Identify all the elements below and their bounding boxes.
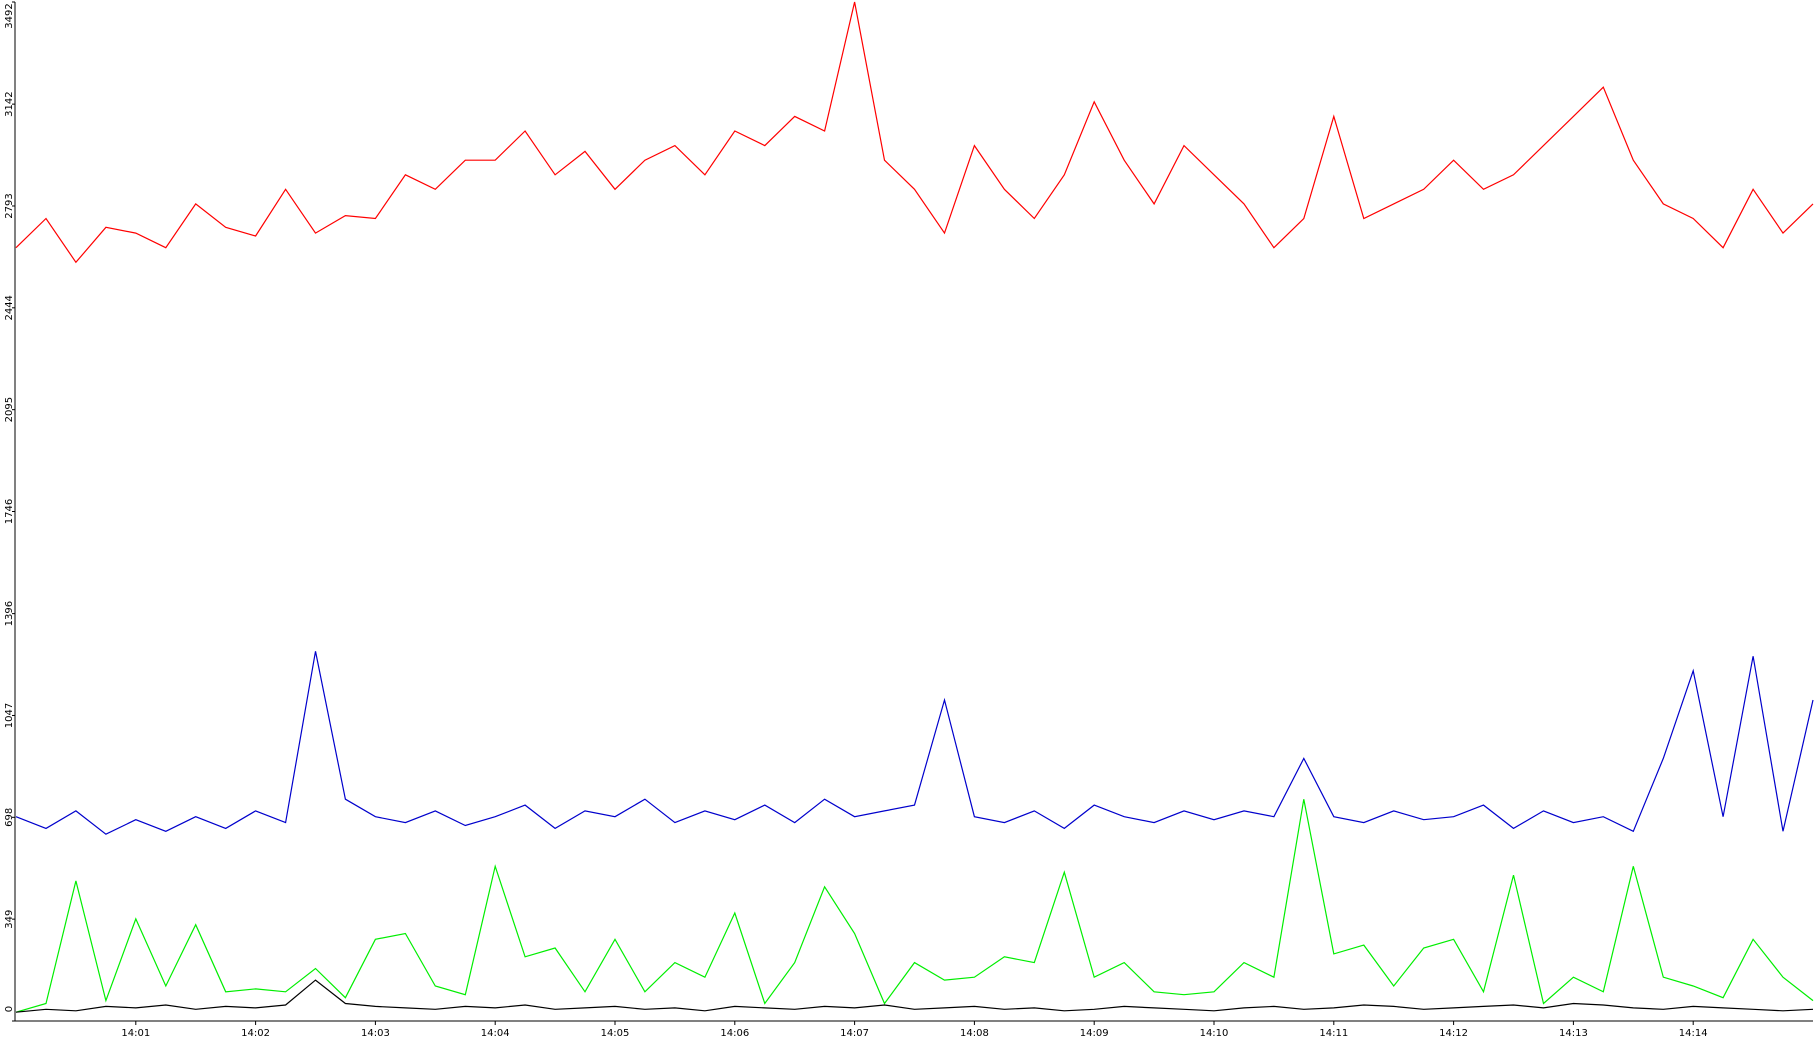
series-line [15, 979, 1814, 1013]
y-tick-label: 2095 [4, 397, 15, 422]
y-tick-label: 1396 [4, 601, 15, 626]
x-tick-label: 14:01 [121, 1028, 150, 1039]
x-tick-label: 14:06 [720, 1028, 749, 1039]
x-tick-label: 14:11 [1319, 1028, 1348, 1039]
y-tick-label: 3492 [4, 3, 15, 28]
x-tick-label: 14:07 [840, 1028, 869, 1039]
y-tick-label: 349 [4, 910, 15, 929]
x-tick-label: 14:08 [960, 1028, 989, 1039]
x-tick-label: 14:14 [1679, 1028, 1708, 1039]
x-tick-label: 14:13 [1559, 1028, 1588, 1039]
y-tick-label: 1746 [4, 499, 15, 524]
y-tick-label: 3142 [4, 91, 15, 116]
y-tick-label: 1047 [4, 703, 15, 728]
x-tick-label: 14:10 [1200, 1028, 1229, 1039]
x-tick-label: 14:09 [1080, 1028, 1109, 1039]
x-tick-label: 14:05 [601, 1028, 630, 1039]
y-tick-label: 2793 [4, 193, 15, 218]
x-tick-label: 14:02 [241, 1028, 270, 1039]
series-line [15, 651, 1814, 835]
x-tick-label: 14:04 [481, 1028, 510, 1039]
series-line [15, 799, 1814, 1013]
series-line [15, 1, 1814, 264]
x-tick-label: 14:12 [1439, 1028, 1468, 1039]
y-tick-label: 2444 [4, 295, 15, 320]
x-tick-label: 14:03 [361, 1028, 390, 1039]
y-tick-label: 0 [4, 1006, 15, 1012]
y-tick-label: 698 [4, 808, 15, 827]
